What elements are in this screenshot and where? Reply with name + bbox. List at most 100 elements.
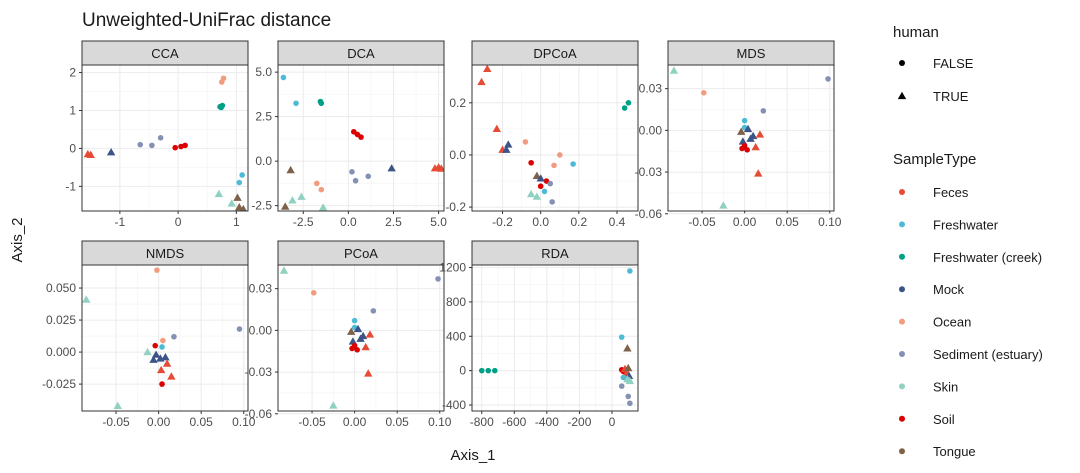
points [478,268,635,407]
y-tick-label: -2.5 [251,199,272,213]
point-freshwater [570,161,576,167]
point-mock [106,148,116,156]
x-tick-label: 0.10 [818,215,842,229]
y-tick-label: -0.06 [245,407,273,421]
point-mock [738,137,748,145]
y-tick-label: 0.00 [249,323,273,337]
point-soil [739,145,745,152]
facet-panels: CCA -1 0 1 -1 0 1 2 DCA -2.5 0.0 2.5 5.0 -2.5 0.0 2.5 5.… [42,40,842,429]
point-freshwater [159,344,165,350]
point-soil [172,144,178,151]
facet-label: RDA [541,246,569,261]
panel-rda: RDA -800 -600 -400 -200 0 -400 0 400 800 1200 [439,240,639,429]
legend: human FALSE TRUE SampleType Feces Freshwater F… [893,24,1043,459]
y-tick-label: 2 [69,66,76,80]
y-tick-label: 0.03 [639,82,663,96]
y-tick-label: 5.0 [255,65,272,79]
x-tick-label: 5.0 [430,215,447,229]
facet-label: PCoA [344,246,378,261]
panel-mds: MDS -0.05 0.00 0.05 0.10 -0.06 -0.03 0.00 0.03 [635,40,842,229]
point-skin [288,196,297,204]
point-feces [483,65,492,73]
panel-border [277,64,445,212]
point-freshwater-creek [478,367,485,374]
x-tick-label: 0.05 [189,415,213,429]
point-mock [353,324,363,333]
panel-background [472,65,638,211]
point-tongue [532,171,542,179]
facet-strip [277,40,445,66]
points [83,75,247,211]
facet-label: DCA [347,46,375,61]
y-tick-label: 0.0 [449,148,466,162]
y-tick-label: -0.06 [635,207,663,221]
panel-background [82,65,248,211]
legend-label-feces: Feces [933,185,969,200]
x-tick-label: -0.2 [492,215,513,229]
y-tick-label: 2.5 [255,110,272,124]
point-sediment-estuary [547,180,554,187]
point-freshwater [280,74,287,81]
legend-key-triangle [897,91,907,100]
point-mock [149,355,158,363]
x-tick-label: 1 [233,215,240,229]
point-tongue [239,204,247,211]
point-skin [143,347,152,356]
point-tongue [233,193,242,201]
legend-key-feces [899,189,905,195]
points [279,266,441,409]
x-tick-label: -0.05 [688,215,716,229]
x-tick-label: 0.05 [775,215,799,229]
legend-key-skin [899,383,905,390]
x-tick-label: 0.4 [609,215,626,229]
point-tongue [347,327,356,335]
y-tick-label: -0.03 [245,365,273,379]
chart-title: Unweighted-UniFrac distance [82,10,331,31]
point-feces [437,164,444,172]
point-tongue [737,127,746,135]
facet-strip [277,240,445,266]
legend-label-mock: Mock [933,282,965,297]
facet-label: CCA [151,46,179,61]
point-skin [318,203,328,211]
panel-dca: DCA -2.5 0.0 2.5 5.0 -2.5 0.0 2.5 5.0 [251,40,447,229]
x-tick-label: -0.05 [298,415,326,429]
x-tick-label: -1 [115,215,126,229]
panel-background [82,265,248,411]
point-sediment-estuary [352,177,359,184]
point-sediment-estuary [549,199,555,205]
y-tick-label: 0.00 [639,123,663,137]
point-ocean [318,186,325,193]
point-feces [361,342,370,351]
point-sediment-estuary [370,308,377,314]
facet-strip [667,40,835,66]
point-mock [746,134,755,142]
point-ocean [160,337,166,344]
facet-strip [471,40,639,66]
y-tick-label: 0.03 [249,282,273,296]
x-tick-label: -400 [535,415,559,429]
point-feces [167,372,176,380]
point-freshwater [620,374,627,381]
point-freshwater-creek [491,367,498,374]
point-skin [625,376,635,385]
y-tick-label: 0.000 [46,345,76,359]
panel-pcoa: PCoA -0.05 0.00 0.05 0.10 -0.06 -0.03 0.00 0.03 [245,240,452,429]
point-freshwater-creek [621,105,628,111]
x-axis-title: Axis_1 [450,447,495,464]
point-sediment-estuary [618,383,625,389]
point-soil [182,142,188,149]
point-skin [82,295,91,303]
y-tick-label: 0.050 [46,281,76,295]
legend-label-tongue: Tongue [933,444,976,459]
facet-strip [81,40,249,66]
point-sediment-estuary [365,173,372,180]
point-feces [755,130,765,138]
point-ocean [700,90,707,96]
point-feces [364,369,373,377]
point-soil [349,345,355,352]
point-sediment-estuary [825,76,831,82]
y-tick-label: -0.03 [635,165,663,179]
point-sediment-estuary [760,108,767,114]
point-skin [719,201,728,209]
